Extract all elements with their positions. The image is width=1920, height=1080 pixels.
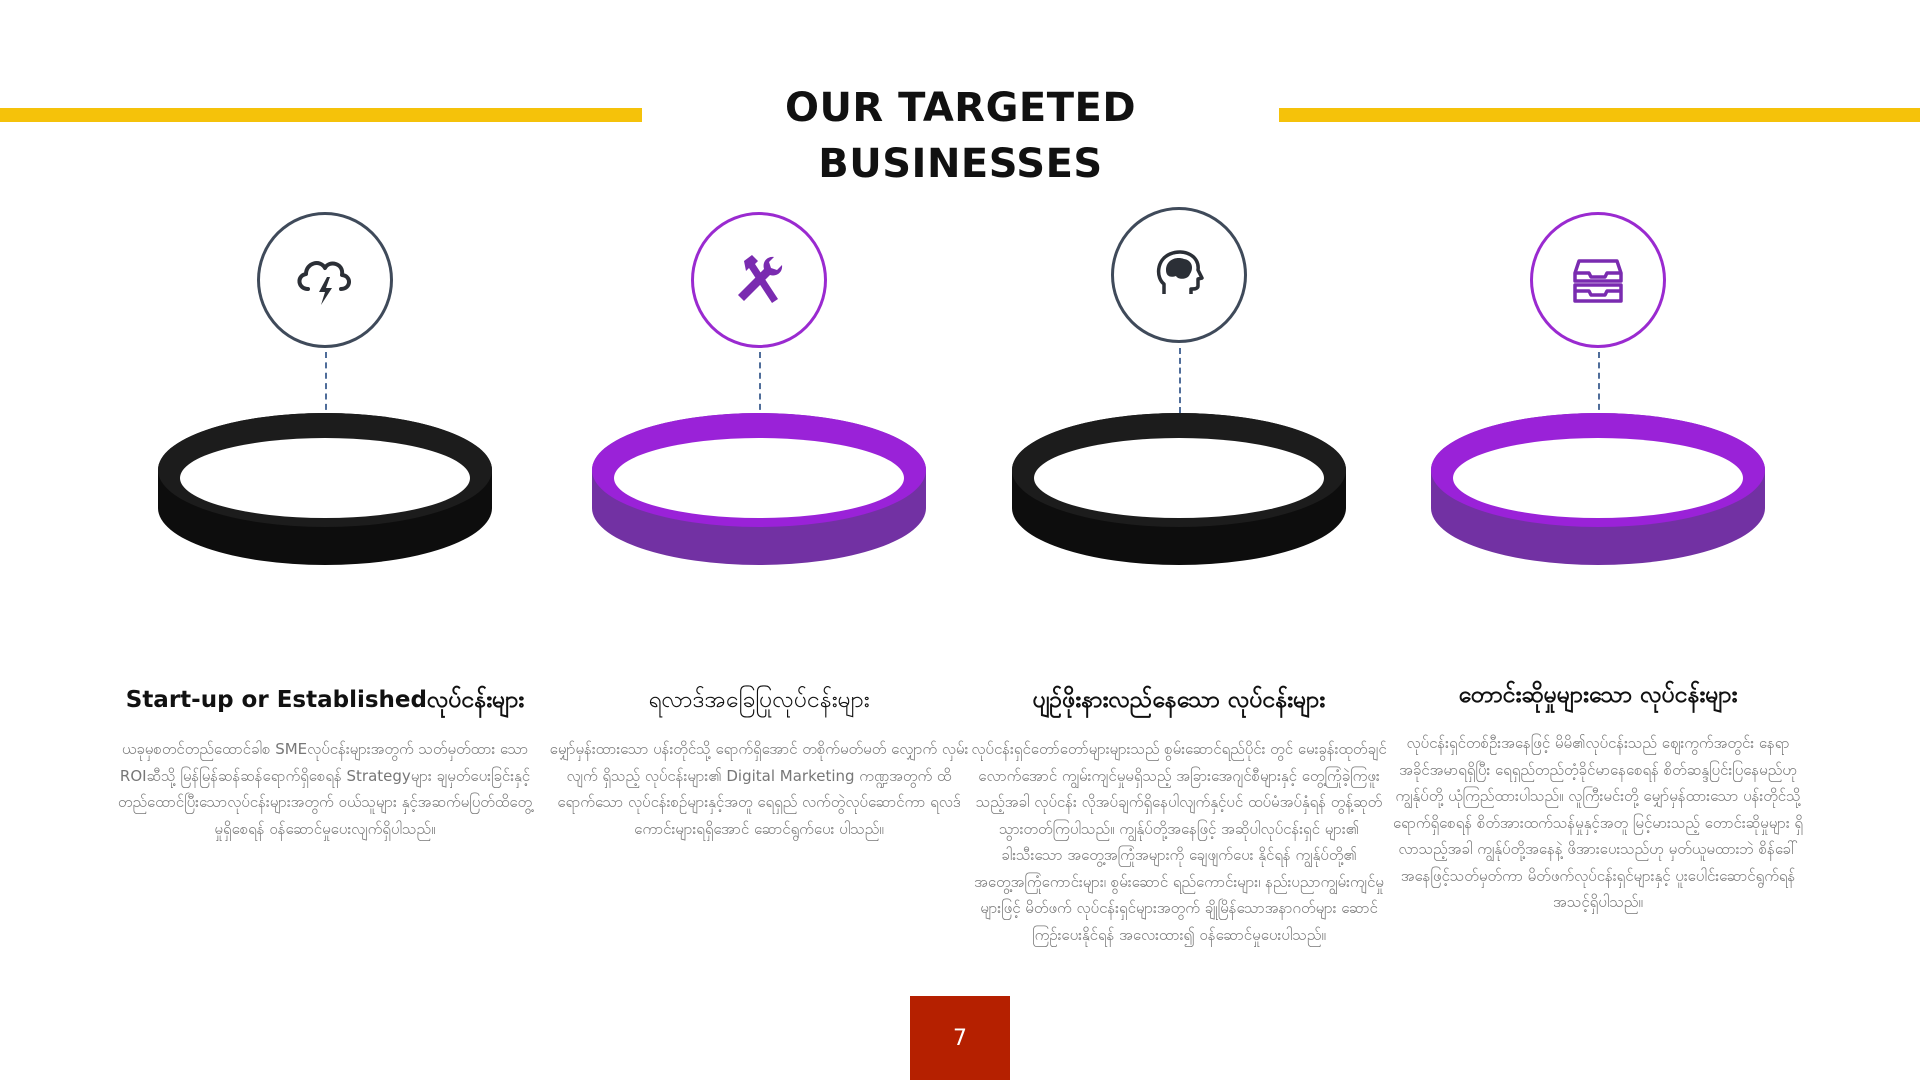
card-body: မျှော်မှန်းထားသော ပန်းတိုင်သို့ ရောက်ရှိ…	[549, 740, 969, 838]
cloud-lightning-icon	[297, 261, 351, 305]
card-heading: တောင်းဆိုမှုများသော လုပ်ငန်းများ	[1458, 682, 1738, 708]
ring-black	[1012, 413, 1346, 565]
connector-line	[1179, 348, 1181, 472]
card-body: လုပ်ငန်းရှင်တစ်ဦးအနေဖြင့် မိမိ၏လုပ်ငန်းသ…	[1392, 734, 1804, 911]
card-heading: Start-up or Establishedလုပ်ငန်းများ	[125, 687, 525, 713]
ring-black	[158, 413, 492, 565]
ring-purple	[592, 413, 926, 565]
connector-line	[325, 352, 327, 472]
page-number-badge: 7	[910, 996, 1010, 1080]
card-body: ယခုမှစတင်တည်ထောင်ခါစ SMEလုပ်ငန်းများအတွက…	[117, 740, 533, 838]
business-card-startup: Start-up or Establishedလုပ်ငန်းများ ယခုမ…	[115, 0, 535, 1080]
inbox-tray-icon	[1573, 259, 1623, 303]
card-heading: ပျဉ်ဖိုးနားလည်နေသော လုပ်ငန်းများ	[1032, 687, 1326, 713]
business-card-results: ရလာဒ်အခြေပြုလုပ်ငန်းများ မျှော်မှန်းထားသ…	[549, 0, 969, 1080]
card-heading: ရလာဒ်အခြေပြုလုပ်ငန်းများ	[648, 687, 870, 713]
hammer-wrench-icon	[738, 255, 783, 303]
ring-purple	[1431, 413, 1765, 565]
icon-circle	[1111, 207, 1247, 343]
connector-line	[759, 352, 761, 472]
icon-circle	[257, 212, 393, 348]
title-rule-left	[0, 108, 642, 122]
icon-circle	[1530, 212, 1666, 348]
card-body: လုပ်ငန်းရှင်တော်တော်များများသည် စွမ်းဆော…	[971, 740, 1387, 944]
business-card-value: ပျဉ်ဖိုးနားလည်နေသော လုပ်ငန်းများ လုပ်ငန်…	[969, 0, 1389, 1080]
page-title: OUR TARGETED BUSINESSES	[784, 85, 1137, 187]
connector-line	[1598, 352, 1600, 472]
business-card-demanding: တောင်းဆိုမှုများသော လုပ်ငန်းများ လုပ်ငန်…	[1388, 0, 1808, 1080]
icon-circle	[691, 212, 827, 348]
title-rule-right	[1279, 108, 1920, 122]
human-head-brain-icon	[1156, 250, 1204, 294]
